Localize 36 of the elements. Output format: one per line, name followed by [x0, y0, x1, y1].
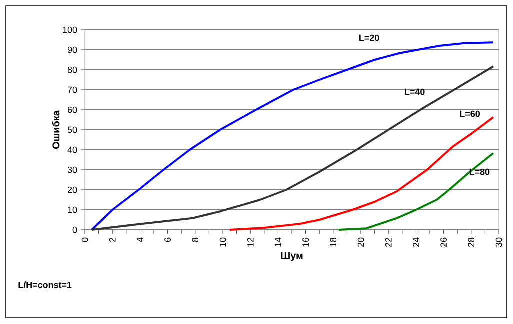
x-tick-label: 0	[82, 238, 88, 242]
x-tick-label: 4	[137, 238, 144, 242]
y-tick-label: 0	[72, 226, 78, 234]
x-tick-label: 18	[330, 238, 337, 247]
x-tick-label: 10	[220, 238, 226, 247]
x-tick-label: 28	[468, 238, 475, 248]
x-tick-label: 22	[385, 238, 392, 248]
y-axis-title: Ошибка	[52, 110, 60, 150]
x-tick-label: 12	[247, 238, 254, 247]
y-tick-label: 30	[68, 166, 78, 174]
line-series	[338, 152, 494, 231]
x-axis-title: Шум	[281, 252, 303, 262]
x-tick-label: 2	[109, 238, 116, 242]
x-tick-label: 30	[496, 238, 502, 248]
series-label: L=20	[360, 34, 380, 42]
x-tick-label: 26	[440, 238, 447, 248]
x-tick-label: 16	[302, 238, 309, 247]
y-tick-label: 20	[68, 186, 78, 194]
y-tick-label: 40	[68, 146, 78, 154]
series-label: L=40	[405, 88, 425, 96]
series-label: L=60	[460, 110, 480, 118]
x-tick-label: 20	[358, 238, 364, 248]
y-tick-label: 10	[68, 206, 78, 214]
line-series	[228, 116, 494, 231]
x-tick-label: 8	[192, 238, 199, 242]
y-tick-label: 100	[63, 26, 78, 34]
x-tick-label: 24	[413, 238, 420, 248]
y-tick-label: 50	[68, 126, 78, 134]
series-label: L=80	[470, 168, 490, 176]
x-tick-label: 14	[275, 238, 282, 247]
y-tick-label: 90	[68, 46, 78, 54]
y-tick-label: 60	[68, 106, 78, 114]
x-tick-label: 6	[164, 238, 171, 242]
y-tick-label: 80	[68, 66, 78, 74]
text: L/H=const=1	[18, 282, 72, 288]
y-tick-label: 70	[68, 86, 78, 94]
